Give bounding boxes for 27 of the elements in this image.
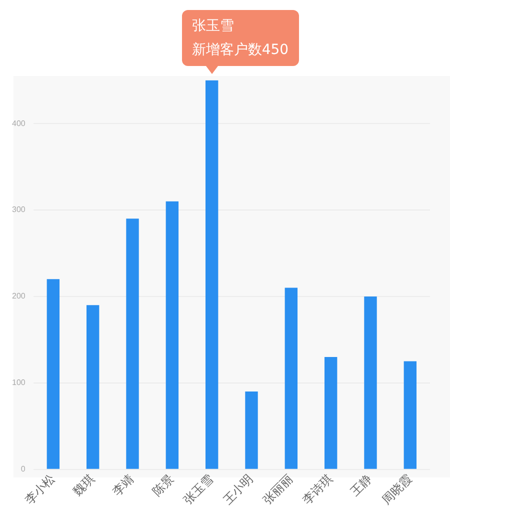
x-tick-label: 李小松 [22, 472, 58, 508]
x-tick-label: 张玉雪 [180, 472, 216, 508]
bar [364, 296, 377, 469]
x-tick-label: 张丽丽 [260, 472, 296, 508]
bar [46, 279, 60, 469]
bar [284, 288, 298, 469]
bar [205, 80, 218, 469]
bar [126, 218, 139, 469]
x-tick-label: 陈景 [150, 472, 177, 499]
x-tick-label: 王小明 [220, 472, 256, 508]
tooltip-box: 张玉雪 新增客户数450 [182, 10, 299, 66]
y-tick-label: 0 [20, 464, 26, 474]
x-tick-label: 李靖 [110, 472, 137, 499]
x-tick-label: 李诗琪 [300, 472, 336, 508]
x-tick-label: 王静 [348, 472, 375, 499]
x-tick-label: 周晓霞 [379, 472, 414, 508]
bar [324, 356, 338, 469]
y-tick-label: 300 [12, 205, 26, 214]
bar [86, 305, 100, 469]
y-tick-label: 200 [12, 292, 26, 301]
y-tick-label: 400 [12, 118, 26, 128]
bar [245, 392, 258, 469]
bar [404, 361, 417, 469]
bar [166, 201, 179, 469]
annotation: 新增客户数450 [192, 41, 289, 60]
y-tick-label: 100 [12, 378, 26, 388]
x-tick-label: 魏琪 [70, 472, 98, 499]
